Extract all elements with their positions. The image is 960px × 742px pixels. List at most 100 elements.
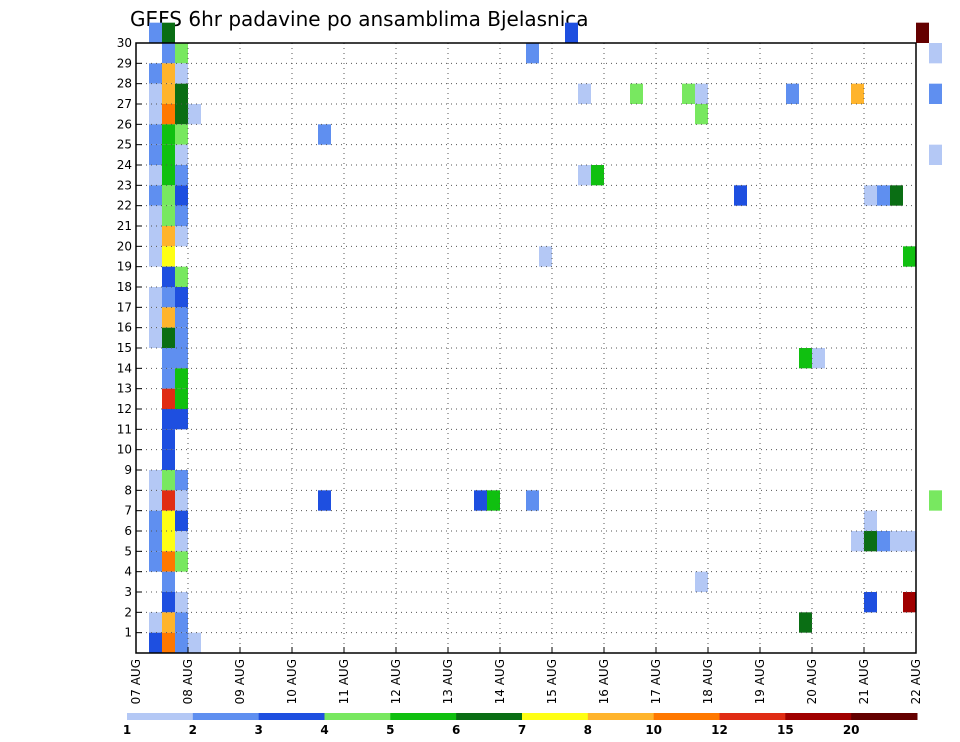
heatmap-cell	[162, 266, 175, 287]
heatmap-cell	[487, 490, 500, 511]
heatmap-cell	[175, 226, 188, 247]
colorbar-label: 12	[711, 723, 728, 737]
heatmap-cell	[175, 83, 188, 104]
heatmap-cell	[162, 307, 175, 328]
x-tick-label: 11 AUG	[337, 659, 351, 704]
heatmap-cell	[864, 510, 877, 531]
colorbar-label: 4	[320, 723, 328, 737]
heatmap-cell	[591, 165, 604, 186]
colorbar-legend: 1 2 3 4 5 6 7 8 10 12 15 20	[123, 713, 918, 737]
heatmap-cell	[175, 490, 188, 511]
y-tick-label: 23	[117, 178, 132, 192]
heatmap-cell	[175, 104, 188, 125]
heatmap-cell	[175, 551, 188, 572]
y-tick-label: 26	[117, 117, 132, 131]
heatmap-cell	[149, 551, 162, 572]
heatmap-cell	[175, 124, 188, 145]
heatmap-cell	[175, 287, 188, 308]
x-tick-label: 13 AUG	[441, 659, 455, 704]
x-tick-label: 08 AUG	[181, 659, 195, 704]
heatmap-cell	[903, 592, 916, 613]
heatmap-cell	[175, 388, 188, 409]
heatmap-cell	[149, 165, 162, 186]
y-tick-label: 24	[117, 158, 132, 172]
x-tick-label: 07 AUG	[129, 659, 143, 704]
y-tick-label: 7	[124, 504, 132, 518]
colorbar-label: 6	[452, 723, 460, 737]
heatmap-cell	[851, 531, 864, 552]
heatmap-cell	[162, 409, 175, 430]
heatmap-cell	[162, 348, 175, 369]
colorbar-swatch	[324, 713, 391, 720]
heatmap-cell	[149, 246, 162, 267]
colorbar-label: 8	[584, 723, 592, 737]
heatmap-cell	[695, 571, 708, 592]
heatmap-cell	[162, 510, 175, 531]
x-tick-label: 17 AUG	[649, 659, 663, 704]
plot-frame	[135, 42, 917, 654]
heatmap-cell	[149, 531, 162, 552]
y-axis-ticks: 1234567891011121314151617181920212223242…	[117, 36, 142, 640]
heatmap-cell	[162, 124, 175, 145]
y-tick-label: 19	[117, 260, 132, 274]
heatmap-cell	[526, 43, 539, 64]
colorbar-label: 15	[777, 723, 794, 737]
heatmap-cell	[539, 246, 552, 267]
y-tick-label: 2	[124, 605, 132, 619]
colorbar-swatch	[127, 713, 194, 720]
heatmap-cell	[149, 205, 162, 226]
y-tick-label: 11	[117, 422, 132, 436]
heatmap-cell	[175, 348, 188, 369]
x-axis-ticks: 07 AUG 08 AUG 09 AUG 10 AUG 11 AUG 12 AUG 13 A…	[129, 647, 923, 704]
heatmap-cell	[162, 185, 175, 206]
heatmap-cell	[175, 63, 188, 84]
y-tick-label: 17	[117, 300, 132, 314]
x-tick-label: 09 AUG	[233, 659, 247, 704]
y-tick-label: 30	[117, 36, 132, 50]
colorbar-swatch	[719, 713, 786, 720]
heatmap-cell	[864, 592, 877, 613]
heatmap-cell	[162, 246, 175, 267]
heatmap-cell	[175, 531, 188, 552]
heatmap-cell	[578, 165, 591, 186]
heatmap-cell	[929, 144, 942, 165]
heatmap-cell	[162, 632, 175, 653]
heatmap-cell	[175, 632, 188, 653]
x-tick-label: 16 AUG	[597, 659, 611, 704]
heatmap-cell	[175, 266, 188, 287]
heatmap-cell	[630, 83, 643, 104]
y-tick-label: 9	[124, 463, 132, 477]
y-tick-label: 8	[124, 483, 132, 497]
heatmap-cell	[149, 83, 162, 104]
heatmap-cell	[695, 104, 708, 125]
heatmap-cell	[162, 83, 175, 104]
y-tick-label: 14	[117, 361, 132, 375]
y-tick-label: 21	[117, 219, 132, 233]
heatmap-cell	[565, 22, 578, 43]
heatmap-cell	[175, 409, 188, 430]
heatmap-cell	[149, 287, 162, 308]
y-tick-label: 13	[117, 382, 132, 396]
heatmap-cell	[162, 104, 175, 125]
y-tick-label: 22	[117, 199, 132, 213]
colorbar-swatch	[587, 713, 655, 720]
heatmap-cell	[175, 165, 188, 186]
heatmap-cell	[149, 612, 162, 633]
heatmap-cell	[175, 510, 188, 531]
colorbar-label: 2	[189, 723, 197, 737]
heatmap-cell	[890, 531, 903, 552]
heatmap-cell	[175, 205, 188, 226]
heatmap-cell	[682, 83, 695, 104]
heatmap-cell	[734, 185, 747, 206]
y-tick-label: 3	[124, 585, 132, 599]
heatmap-cell	[188, 632, 201, 653]
heatmap-cell	[175, 144, 188, 165]
heatmap-cell	[162, 612, 175, 633]
heatmap-cell	[149, 226, 162, 247]
heatmap-cell	[162, 63, 175, 84]
heatmap-cell	[162, 22, 175, 43]
heatmap-cell	[162, 165, 175, 186]
heatmap-cell	[175, 368, 188, 389]
heatmap-cell	[903, 246, 916, 267]
